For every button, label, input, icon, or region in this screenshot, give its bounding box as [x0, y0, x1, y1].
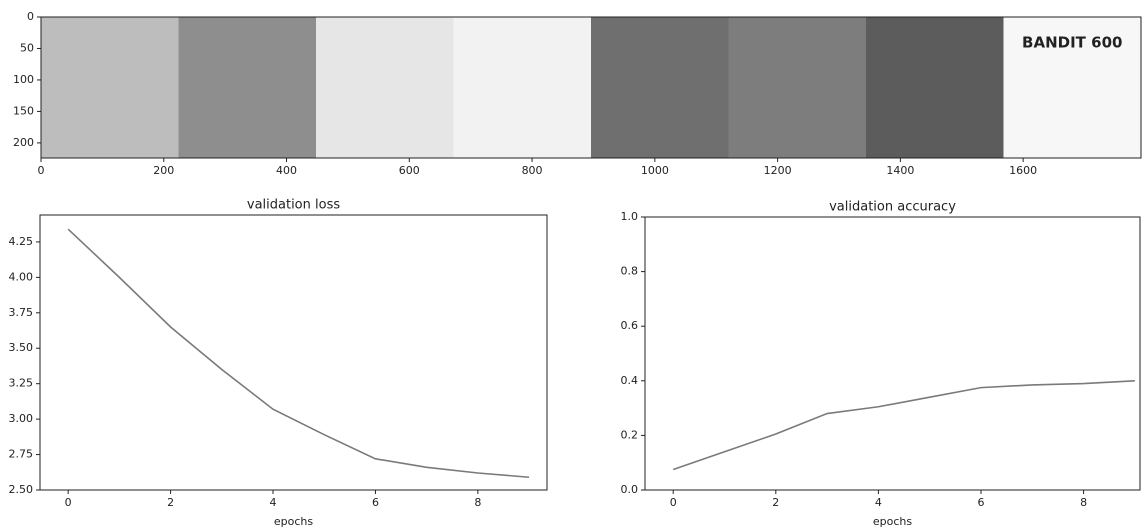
x-tick-label: 2 — [772, 496, 779, 509]
y-tick-label: 3.00 — [9, 412, 34, 425]
axes-frame — [645, 217, 1140, 490]
y-tick-label: 0.2 — [621, 428, 639, 441]
x-tick-label: 400 — [276, 164, 297, 177]
x-tick-label: 0 — [670, 496, 677, 509]
x-tick-label: 1200 — [764, 164, 792, 177]
data-line — [673, 381, 1135, 470]
chart-title: validation accuracy — [829, 200, 956, 215]
y-tick-label: 100 — [13, 73, 34, 86]
y-tick-label: 2.50 — [9, 483, 34, 496]
y-tick-label: 0.6 — [621, 319, 639, 332]
y-tick-label: 0.8 — [621, 265, 639, 278]
x-axis-label: epochs — [873, 515, 912, 528]
y-tick-label: 3.75 — [9, 306, 34, 319]
image-tile — [454, 17, 592, 158]
y-tick-label: 50 — [20, 41, 34, 54]
figure: BANDIT 600020040060080010001200140016000… — [0, 0, 1143, 529]
y-tick-label: 3.25 — [9, 377, 34, 390]
data-line — [68, 229, 529, 477]
x-tick-label: 6 — [372, 496, 379, 509]
x-tick-label: 200 — [153, 164, 174, 177]
x-tick-label: 8 — [474, 496, 481, 509]
image-text: BANDIT 600 — [1022, 34, 1122, 52]
chart-title: validation loss — [247, 198, 340, 213]
y-tick-label: 3.50 — [9, 341, 34, 354]
y-tick-label: 0 — [27, 10, 34, 23]
x-tick-label: 0 — [65, 496, 72, 509]
x-tick-label: 4 — [875, 496, 882, 509]
y-tick-label: 0.0 — [621, 483, 639, 496]
image-tile — [316, 17, 454, 158]
axes-frame — [40, 215, 547, 490]
x-tick-label: 8 — [1080, 496, 1087, 509]
x-tick-label: 800 — [522, 164, 543, 177]
x-tick-label: 4 — [270, 496, 277, 509]
y-tick-label: 0.4 — [621, 374, 639, 387]
x-tick-label: 0 — [38, 164, 45, 177]
y-tick-label: 4.25 — [9, 235, 34, 248]
y-tick-label: 2.75 — [9, 448, 34, 461]
y-tick-label: 4.00 — [9, 270, 34, 283]
image-tile — [41, 17, 179, 158]
x-tick-label: 1600 — [1009, 164, 1037, 177]
x-tick-label: 600 — [399, 164, 420, 177]
x-tick-label: 6 — [977, 496, 984, 509]
x-tick-label: 1000 — [641, 164, 669, 177]
image-tile — [729, 17, 867, 158]
image-tile — [591, 17, 729, 158]
x-tick-label: 1400 — [886, 164, 914, 177]
image-tile — [866, 17, 1004, 158]
y-tick-label: 1.0 — [621, 210, 639, 223]
x-axis-label: epochs — [274, 515, 313, 528]
y-tick-label: 150 — [13, 104, 34, 117]
y-tick-label: 200 — [13, 136, 34, 149]
x-tick-label: 2 — [167, 496, 174, 509]
image-tile — [179, 17, 317, 158]
